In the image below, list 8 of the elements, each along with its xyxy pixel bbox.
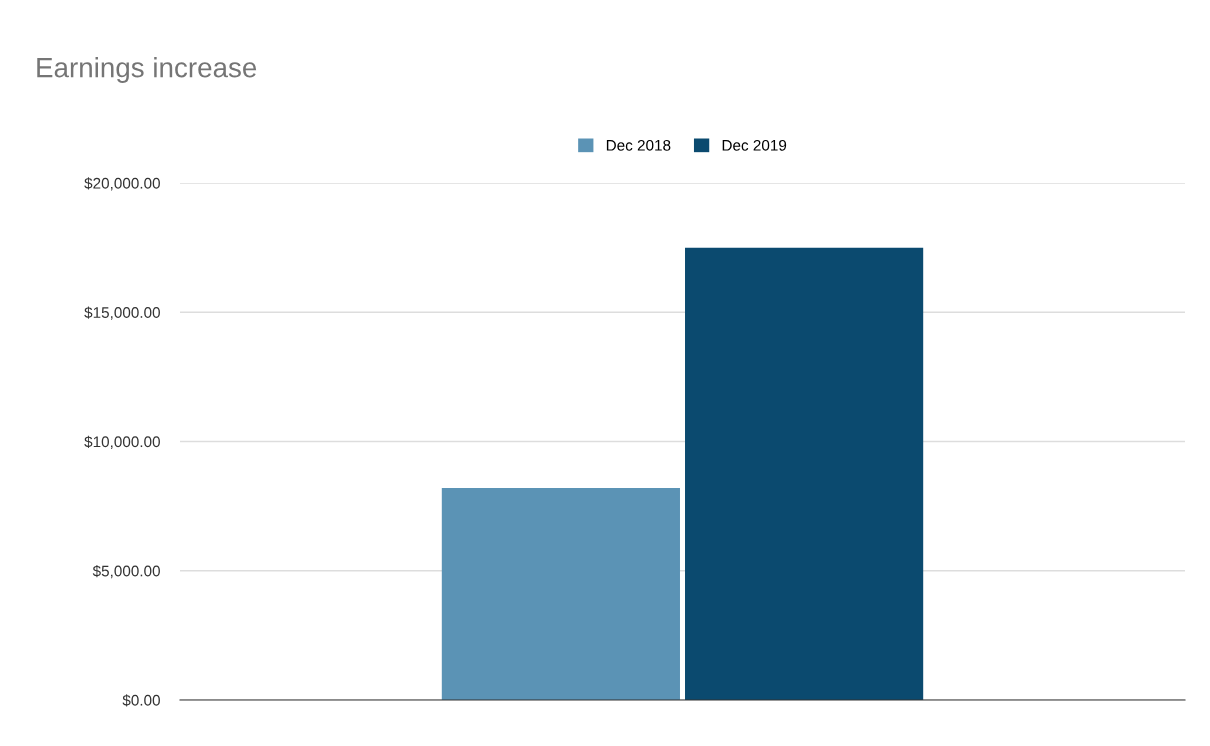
y-tick-label: $10,000.00 — [84, 435, 160, 449]
y-tick-label: $0.00 — [122, 694, 160, 707]
y-tick-label: $5,000.00 — [92, 564, 160, 579]
y-tick-label: $15,000.00 — [84, 306, 160, 320]
legend-label: Dec 2018 — [606, 139, 671, 151]
legend-label: Dec 2019 — [722, 139, 787, 151]
y-tick-label: $20,000.00 — [84, 177, 160, 191]
chart-title: Earnings increase — [37, 57, 257, 83]
